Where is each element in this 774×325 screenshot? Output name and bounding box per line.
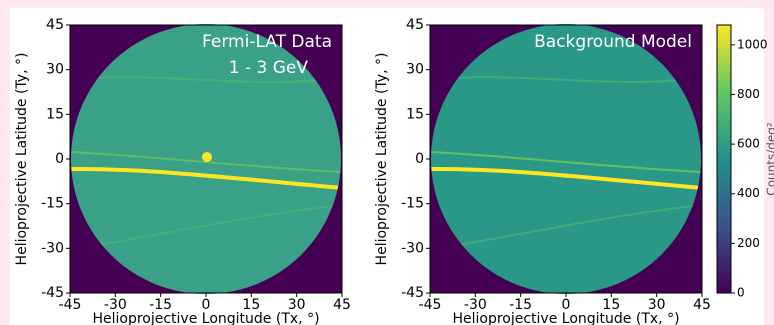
y-axis-label: Helioprojective Latitude (Ty, °)	[374, 53, 390, 266]
x-tick-label: -30	[464, 297, 487, 313]
colorbar-frame	[716, 24, 732, 294]
image-2	[430, 24, 702, 294]
x-tick-label: -45	[419, 297, 442, 313]
x-tick-label: 45	[333, 297, 351, 313]
y-tick-label: -45	[41, 285, 64, 301]
x-tick-label: 15	[602, 297, 620, 313]
colorbar-tick-label: 400	[737, 186, 760, 200]
y-tick-label: -45	[401, 285, 424, 301]
y-tick-label: 30	[46, 62, 64, 78]
x-tick-label: -45	[59, 297, 82, 313]
y-tick-label: 0	[415, 151, 424, 167]
x-tick-label: -15	[509, 297, 532, 313]
y-tick-label: 15	[406, 106, 424, 122]
y-tick-label: -30	[41, 240, 64, 256]
y-tick-label: 0	[55, 151, 64, 167]
colorbar-label: Counts/deg²	[765, 122, 774, 196]
x-tick-label: 15	[242, 297, 260, 313]
y-tick-label: -15	[41, 196, 64, 212]
y-tick-label: 45	[406, 17, 424, 33]
x-tick-label: 30	[648, 297, 666, 313]
x-axis-label: Helioprojective Longitude (Tx, °)	[92, 311, 319, 325]
y-tick-label: 30	[406, 62, 424, 78]
y-axis-label: Helioprojective Latitude (Ty, °)	[14, 53, 30, 266]
x-tick-label: -30	[104, 297, 127, 313]
colorbar-tick-label: 600	[737, 137, 760, 151]
annotation: Background Model	[534, 32, 692, 52]
x-tick-label: 30	[288, 297, 306, 313]
x-axis-label: Helioprojective Longitude (Tx, °)	[452, 311, 679, 325]
y-tick-label: 15	[46, 106, 64, 122]
y-tick-label: -30	[401, 240, 424, 256]
colorbar-tick-label: 1000	[737, 37, 768, 51]
y-tick-label: -15	[401, 196, 424, 212]
colorbar-tick-label: 200	[737, 236, 760, 250]
x-tick-label: -15	[149, 297, 172, 313]
x-tick-label: 0	[562, 297, 571, 313]
colorbar	[717, 25, 731, 293]
annotation: Fermi-LAT Data	[202, 32, 332, 52]
image-1	[70, 24, 342, 294]
x-tick-label: 45	[693, 297, 711, 313]
colorbar-tick-label: 800	[737, 87, 760, 101]
x-tick-label: 0	[202, 297, 211, 313]
colorbar-tick-label: 0	[737, 286, 745, 300]
annotation: 1 - 3 GeV	[229, 58, 309, 78]
y-tick-label: 45	[46, 17, 64, 33]
